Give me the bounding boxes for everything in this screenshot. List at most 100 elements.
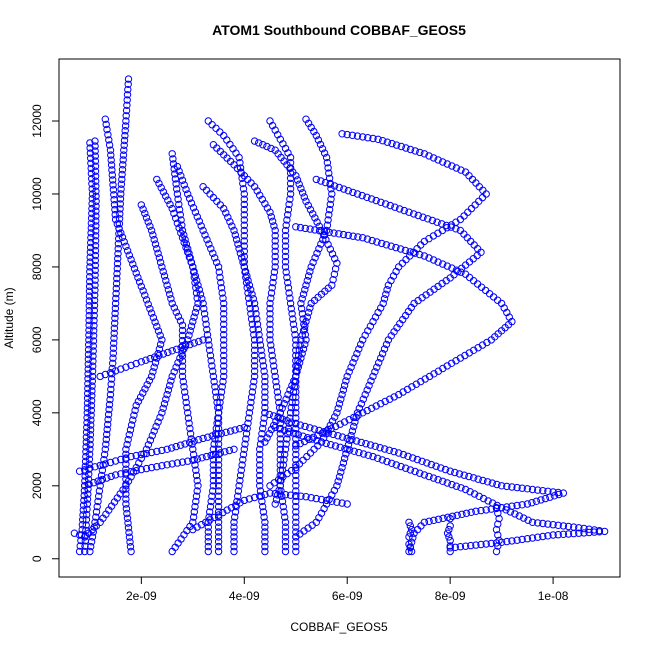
- profile-15: [266, 130, 490, 490]
- data-point: [407, 525, 416, 534]
- data-point: [85, 336, 93, 344]
- data-point: [477, 506, 485, 515]
- data-point: [95, 487, 104, 495]
- data-point: [266, 482, 274, 490]
- data-point: [457, 268, 465, 276]
- data-point: [281, 247, 290, 256]
- data-point: [289, 315, 297, 323]
- data-point: [344, 231, 352, 240]
- data-point: [120, 136, 129, 145]
- data-point: [278, 492, 286, 500]
- data-point: [189, 263, 197, 271]
- data-point: [83, 510, 91, 519]
- data-point: [83, 423, 91, 432]
- data-point: [448, 480, 456, 489]
- data-point: [178, 458, 187, 466]
- data-point: [189, 317, 197, 326]
- data-point: [295, 180, 303, 188]
- data-point: [234, 492, 242, 500]
- data-point: [88, 175, 96, 183]
- data-point: [214, 511, 223, 519]
- data-point: [539, 519, 547, 528]
- data-point: [363, 235, 372, 243]
- data-point: [292, 513, 300, 521]
- data-point: [307, 123, 315, 132]
- data-point: [239, 450, 248, 459]
- data-point: [111, 215, 120, 224]
- data-point: [506, 508, 515, 516]
- data-point: [98, 466, 107, 474]
- data-point: [214, 456, 223, 464]
- data-point: [564, 530, 573, 538]
- data-point: [281, 533, 290, 541]
- data-point: [236, 499, 244, 507]
- data-point: [81, 482, 89, 490]
- data-point: [282, 440, 290, 448]
- data-point: [220, 341, 228, 349]
- data-point: [317, 438, 326, 446]
- data-point: [261, 403, 269, 412]
- data-point: [84, 380, 92, 388]
- data-point: [549, 521, 557, 529]
- data-point: [94, 497, 102, 506]
- data-point: [354, 233, 362, 241]
- data-point: [230, 533, 238, 541]
- data-point: [261, 490, 269, 499]
- data-point: [307, 299, 315, 308]
- data-point: [434, 476, 442, 484]
- data-point: [178, 326, 187, 335]
- data-point: [231, 426, 239, 434]
- data-point: [364, 134, 372, 142]
- data-point: [471, 201, 479, 209]
- data-point: [137, 358, 146, 366]
- data-point: [392, 461, 400, 469]
- data-point: [461, 485, 470, 494]
- data-point: [212, 258, 221, 267]
- data-point: [336, 420, 344, 428]
- data-point: [214, 523, 223, 531]
- data-point: [206, 346, 214, 354]
- data-point: [83, 399, 92, 407]
- data-point: [330, 270, 339, 278]
- data-point: [279, 502, 287, 511]
- data-point: [85, 321, 93, 329]
- data-point: [230, 542, 238, 551]
- data-point: [325, 228, 333, 237]
- data-point: [154, 418, 162, 426]
- data-point: [281, 232, 290, 240]
- data-point: [209, 367, 217, 375]
- data-point: [132, 401, 140, 410]
- data-point: [139, 389, 147, 397]
- data-point: [256, 336, 264, 344]
- data-point: [174, 359, 182, 367]
- data-point: [369, 134, 377, 143]
- data-point: [141, 385, 149, 393]
- data-point: [206, 508, 214, 516]
- data-point: [92, 182, 100, 190]
- data-point: [292, 547, 300, 556]
- data-point: [307, 494, 315, 502]
- data-point: [401, 246, 410, 255]
- data-point: [240, 195, 249, 203]
- data-point: [207, 451, 215, 460]
- data-point: [357, 438, 365, 447]
- data-point: [101, 115, 110, 123]
- data-point: [306, 304, 314, 312]
- data-point: [528, 518, 537, 526]
- data-point: [175, 167, 183, 175]
- data-point: [105, 136, 113, 144]
- data-point: [189, 525, 197, 534]
- data-point: [122, 242, 130, 251]
- data-point: [314, 136, 323, 144]
- data-point: [266, 310, 274, 318]
- data-point: [207, 497, 215, 506]
- data-point: [472, 541, 480, 549]
- data-point: [270, 268, 279, 276]
- data-point: [212, 393, 221, 401]
- data-point: [358, 191, 366, 200]
- data-point: [187, 258, 196, 267]
- data-point: [230, 523, 238, 531]
- data-point: [465, 472, 473, 481]
- data-point: [329, 276, 337, 284]
- data-point: [110, 339, 118, 347]
